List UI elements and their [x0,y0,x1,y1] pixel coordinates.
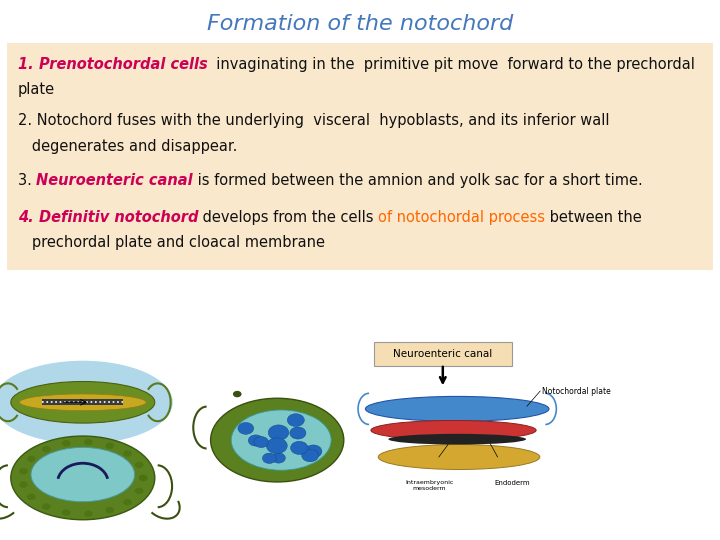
Circle shape [42,503,50,510]
Ellipse shape [365,396,549,421]
Ellipse shape [210,399,344,482]
Circle shape [291,441,308,455]
Ellipse shape [19,394,146,410]
Bar [42,399,123,406]
Text: Formation of the notochord: Formation of the notochord [207,14,513,33]
Ellipse shape [371,421,536,440]
Circle shape [248,435,264,446]
Circle shape [135,462,143,468]
Circle shape [27,494,36,500]
Text: Definitiv notochord: Definitiv notochord [39,210,198,225]
Text: 2. Notochord fuses with the underlying  visceral  hypoblasts, and its inferior w: 2. Notochord fuses with the underlying v… [18,113,610,129]
Text: plate: plate [18,82,55,97]
Circle shape [302,446,318,458]
Ellipse shape [0,361,173,444]
Circle shape [287,414,305,427]
Circle shape [262,453,276,463]
Text: Neuroenteric canal: Neuroenteric canal [393,349,492,359]
Text: 3.: 3. [18,173,37,188]
Circle shape [302,449,318,462]
Text: prechordal plate and cloacal membrane: prechordal plate and cloacal membrane [18,235,325,250]
Circle shape [266,438,287,454]
Circle shape [62,440,71,447]
Circle shape [42,446,50,453]
Circle shape [233,391,242,397]
Text: degenerates and disappear.: degenerates and disappear. [18,139,238,154]
Circle shape [123,499,132,505]
Circle shape [27,456,36,462]
Text: 1.: 1. [18,57,39,72]
Text: Prenotochordal cells: Prenotochordal cells [39,57,207,72]
Text: is formed between the amnion and yolk sac for a short time.: is formed between the amnion and yolk sa… [193,173,643,188]
Circle shape [123,450,132,457]
Text: Intraembryonic
mesoderm: Intraembryonic mesoderm [405,480,454,491]
Text: Notochordal plate: Notochordal plate [541,387,611,396]
Text: invaginating in the  primitive pit move  forward to the prechordal: invaginating in the primitive pit move f… [207,57,696,72]
Ellipse shape [231,410,331,470]
Circle shape [62,509,71,516]
Text: between the: between the [545,210,642,225]
Ellipse shape [11,381,155,423]
Ellipse shape [31,447,135,502]
Ellipse shape [388,434,526,444]
Text: of notochordal process: of notochordal process [379,210,545,225]
Circle shape [139,475,148,481]
Text: Endoderm: Endoderm [495,480,530,486]
Circle shape [290,427,306,439]
Text: Neuroenteric canal: Neuroenteric canal [37,173,193,188]
Circle shape [135,488,143,494]
Circle shape [19,481,27,488]
Ellipse shape [11,436,155,519]
Circle shape [305,445,322,458]
FancyBboxPatch shape [374,342,511,366]
Circle shape [238,422,253,434]
Circle shape [139,475,148,481]
Text: develops from the cells: develops from the cells [198,210,379,225]
Ellipse shape [378,444,540,469]
Circle shape [269,425,289,440]
Circle shape [19,468,27,475]
Circle shape [84,510,93,517]
Circle shape [105,507,114,514]
Circle shape [272,453,285,463]
Circle shape [84,439,93,446]
Text: 4.: 4. [18,210,39,225]
Circle shape [254,436,269,448]
FancyBboxPatch shape [7,43,713,270]
Circle shape [105,442,114,449]
